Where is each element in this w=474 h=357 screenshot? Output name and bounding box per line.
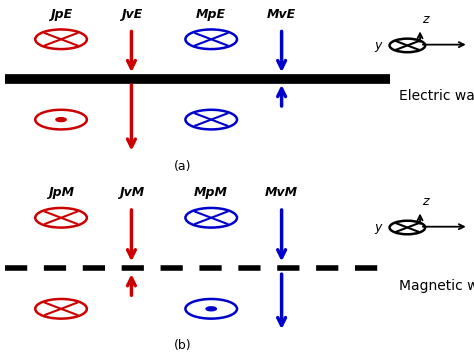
- Text: y: y: [374, 221, 382, 234]
- Text: MvM: MvM: [265, 186, 298, 199]
- Text: (a): (a): [174, 160, 192, 173]
- Text: MpM: MpM: [194, 186, 228, 199]
- Text: MvE: MvE: [267, 8, 296, 21]
- Text: Magnetic wall: Magnetic wall: [399, 278, 474, 293]
- Circle shape: [56, 117, 66, 121]
- Text: z: z: [422, 13, 429, 26]
- Text: z: z: [422, 195, 429, 208]
- Circle shape: [206, 307, 216, 311]
- Text: JpM: JpM: [48, 186, 74, 199]
- Text: (b): (b): [174, 339, 192, 352]
- Text: y: y: [374, 39, 382, 52]
- Text: JvM: JvM: [119, 186, 144, 199]
- Text: MpE: MpE: [196, 8, 226, 21]
- Text: JvE: JvE: [121, 8, 142, 21]
- Text: Electric wall: Electric wall: [399, 89, 474, 104]
- Text: JpE: JpE: [50, 8, 72, 21]
